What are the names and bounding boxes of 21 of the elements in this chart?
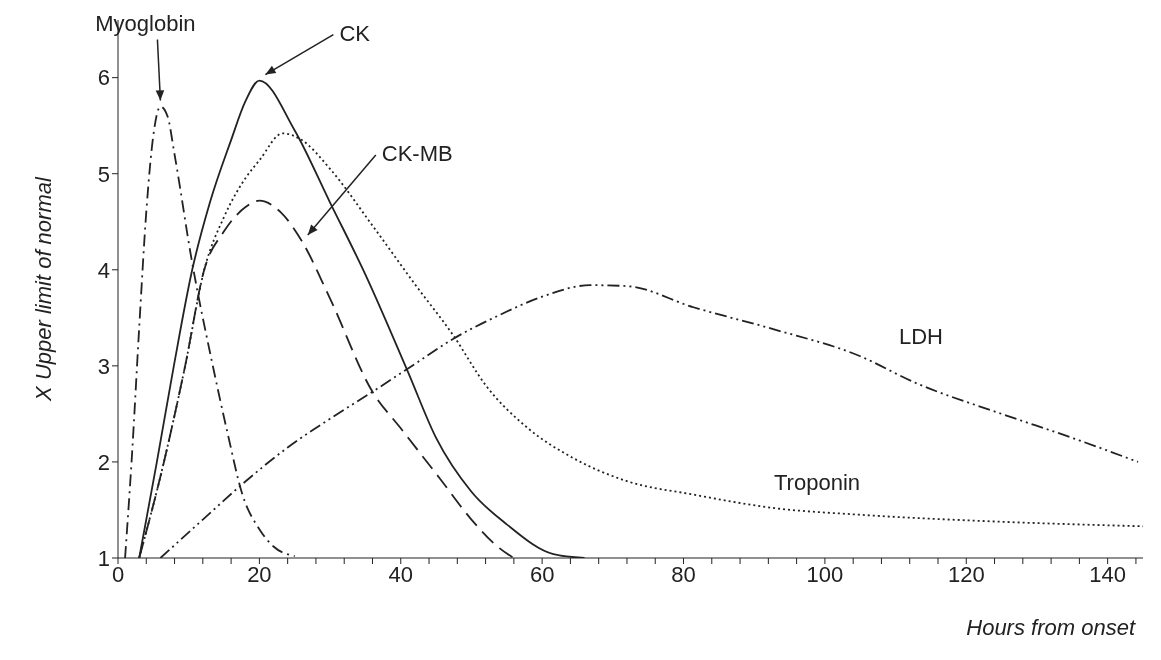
x-tick-label: 40 <box>388 561 413 587</box>
x-tick-label: 0 <box>111 561 125 587</box>
y-axis-title: X Upper limit of normal <box>30 176 56 402</box>
x-tick-label: 140 <box>1089 561 1127 587</box>
text: Myoglobin <box>95 11 196 37</box>
x-tick-label: 20 <box>247 561 272 587</box>
x-tick-label: 60 <box>529 561 555 587</box>
y-tick-label: 2 <box>97 449 110 475</box>
y-tick-label: 6 <box>97 65 110 91</box>
y-tick-label: 1 <box>97 545 110 571</box>
x-tick-label: 120 <box>947 561 985 587</box>
x-tick-label: 80 <box>671 561 696 587</box>
series-label: LDH <box>898 324 943 350</box>
x-tick-label: 100 <box>806 561 844 587</box>
text: CK-MB <box>381 140 453 166</box>
text: CK <box>339 20 371 46</box>
y-tick-label: 5 <box>97 161 110 187</box>
y-tick-label: 3 <box>97 353 110 379</box>
series-label: Troponin <box>774 470 861 496</box>
y-tick-label: 4 <box>97 257 110 283</box>
x-axis-title: Hours from onset <box>966 615 1136 640</box>
